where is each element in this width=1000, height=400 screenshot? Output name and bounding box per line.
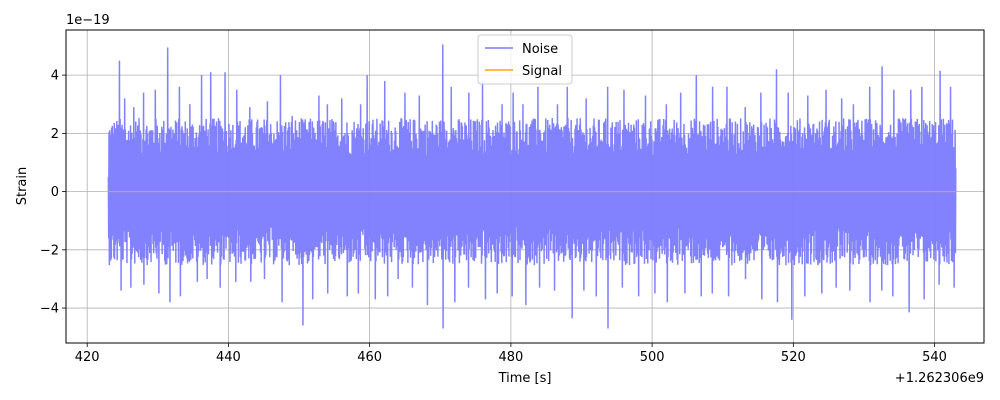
y-tick-label: −4	[40, 302, 59, 317]
x-tick-label: 420	[75, 350, 100, 365]
x-tick-label: 540	[922, 350, 947, 365]
x-offset-label: +1.262306e9	[895, 371, 984, 386]
y-tick-label: 4	[51, 69, 59, 84]
legend-noise-label: Noise	[522, 42, 558, 57]
x-tick-label: 520	[781, 350, 806, 365]
y-tick-label: 2	[51, 127, 59, 142]
legend: Noise Signal	[477, 34, 573, 85]
x-tick-label: 440	[216, 350, 241, 365]
series-layer	[107, 44, 957, 329]
x-tick-label: 480	[498, 350, 523, 365]
y-axis-label: Strain	[15, 167, 30, 206]
x-tick-label: 460	[357, 350, 382, 365]
y-tick-label: −2	[40, 243, 59, 258]
noise-series-line	[107, 44, 957, 329]
y-scale-label: 1e−19	[66, 13, 110, 28]
ticks: 420 440 460 480 500 520 540 −4 −2 0 2 4	[40, 69, 947, 365]
plot-frame	[65, 29, 985, 344]
x-tick-label: 500	[640, 350, 665, 365]
y-tick-label: 0	[51, 185, 59, 200]
x-axis-label: Time [s]	[498, 371, 552, 386]
legend-signal-label: Signal	[522, 64, 562, 79]
